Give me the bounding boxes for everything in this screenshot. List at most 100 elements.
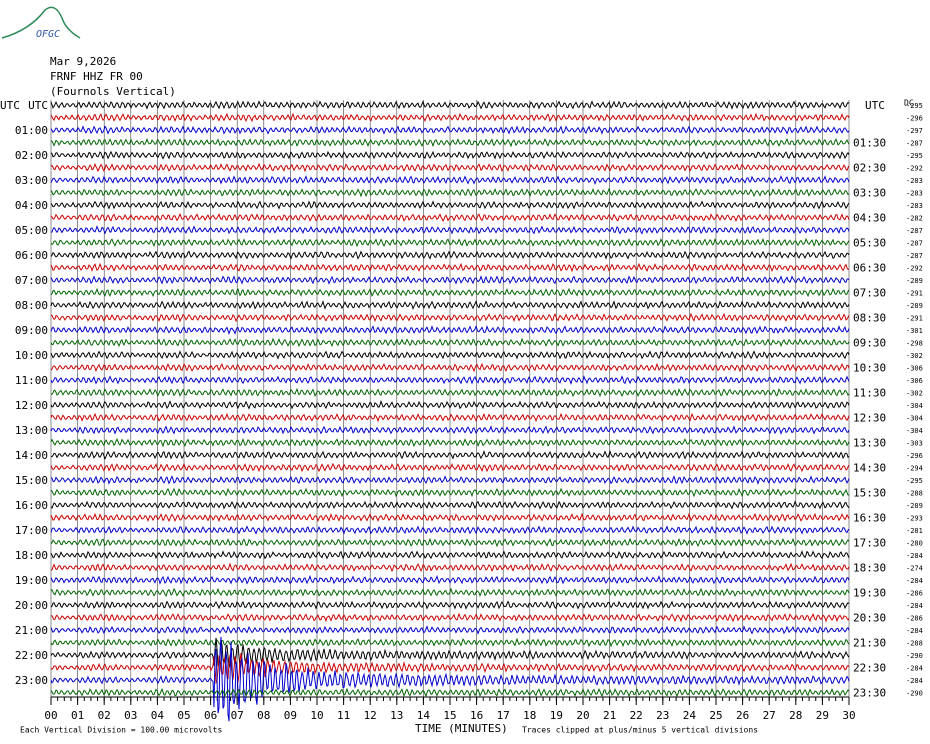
trace <box>50 600 850 610</box>
right-time-label: 07:30 <box>853 287 886 300</box>
dc-offset: -304 <box>906 415 923 423</box>
dc-offset: -289 <box>906 277 923 285</box>
dc-offset: -288 <box>906 640 923 648</box>
dc-offset: -286 <box>906 590 923 598</box>
right-time-label: 15:30 <box>853 487 886 500</box>
trace <box>51 387 850 398</box>
dc-offset: -287 <box>906 240 923 248</box>
x-tick-label: 30 <box>842 709 855 722</box>
footer-right: Traces clipped at plus/minus 5 vertical … <box>522 726 758 735</box>
dc-offset: -291 <box>906 290 923 298</box>
dc-offset: -287 <box>906 252 923 260</box>
right-time-label: 16:30 <box>853 512 886 525</box>
x-tick-label: 29 <box>816 709 829 722</box>
x-tick-label: 24 <box>683 709 697 722</box>
dc-offset: -303 <box>906 440 923 448</box>
right-time-label: 01:30 <box>853 137 886 150</box>
trace <box>50 200 850 210</box>
trace <box>50 412 850 423</box>
chart-title: Mar 9,2026 <box>50 55 116 68</box>
x-tick-label: 22 <box>630 709 643 722</box>
left-time-label: 01:00 <box>15 124 48 137</box>
logo-text: OFGC <box>36 29 60 40</box>
x-tick-label: 10 <box>310 709 323 722</box>
dc-offset: -290 <box>906 690 923 698</box>
x-tick-label: 27 <box>763 709 776 722</box>
x-axis-label: TIME (MINUTES) <box>415 722 508 735</box>
x-tick-label: 08 <box>257 709 270 722</box>
x-tick-label: 09 <box>284 709 297 722</box>
x-tick-label: 28 <box>789 709 802 722</box>
trace <box>50 512 850 523</box>
left-time-label: 22:00 <box>15 649 48 662</box>
dc-offset: -306 <box>906 377 923 385</box>
right-time-label: 03:30 <box>853 187 886 200</box>
dc-offset: -291 <box>906 315 923 323</box>
dc-offset: -306 <box>906 365 923 373</box>
trace <box>51 449 850 460</box>
dc-offset: -292 <box>906 265 923 273</box>
x-tick-label: 19 <box>550 709 563 722</box>
left-time-label: 07:00 <box>15 274 48 287</box>
left-time-label: 04:00 <box>15 199 48 212</box>
x-tick-label: 20 <box>576 709 589 722</box>
x-tick-label: 26 <box>736 709 749 722</box>
x-tick-label: 23 <box>656 709 669 722</box>
dc-offset: -296 <box>906 115 923 123</box>
x-tick-label: 04 <box>151 709 165 722</box>
dc-offset: -280 <box>906 540 923 548</box>
dc-offset: -286 <box>906 615 923 623</box>
right-time-label: 17:30 <box>853 537 886 550</box>
x-tick-label: 14 <box>417 709 431 722</box>
left-time-label: 12:00 <box>15 399 48 412</box>
right-time-label: 23:30 <box>853 687 886 700</box>
left-time-label: 16:00 <box>15 499 48 512</box>
dc-offset: -302 <box>906 352 923 360</box>
right-time-label: 12:30 <box>853 412 886 425</box>
dc-offset: -294 <box>906 465 923 473</box>
x-tick-label: 12 <box>364 709 377 722</box>
dc-offset: -284 <box>906 602 923 610</box>
dc-offset: -287 <box>906 140 923 148</box>
dc-offset: -289 <box>906 302 923 310</box>
trace <box>50 225 850 235</box>
x-tick-label: 06 <box>204 709 217 722</box>
left-time-label: 13:00 <box>15 424 48 437</box>
trace <box>50 624 850 635</box>
left-time-label: 06:00 <box>15 249 48 262</box>
trace <box>50 250 850 260</box>
x-tick-label: 15 <box>443 709 456 722</box>
x-tick-label: 25 <box>709 709 722 722</box>
left-time-label: 23:00 <box>15 674 48 687</box>
dc-offset: -292 <box>906 165 923 173</box>
right-time-label: 08:30 <box>853 312 886 325</box>
dc-offset: -284 <box>906 577 923 585</box>
right-time-label: 10:30 <box>853 362 886 375</box>
right-time-label: 19:30 <box>853 587 886 600</box>
x-tick-label: 11 <box>337 709 350 722</box>
trace <box>50 237 850 248</box>
dc-offset: -298 <box>906 340 923 348</box>
dc-offset: -288 <box>906 490 923 498</box>
trace <box>50 137 850 148</box>
right-time-label: 14:30 <box>853 462 886 475</box>
footer-left: Each Vertical Division = 100.00 microvol… <box>20 726 222 735</box>
dc-offset: -295 <box>906 102 923 110</box>
dc-offset: -284 <box>906 665 923 673</box>
trace <box>50 287 850 298</box>
right-time-label: 22:30 <box>853 662 886 675</box>
dc-offset: -290 <box>906 652 923 660</box>
dc-offset: -301 <box>906 327 923 335</box>
trace <box>50 525 850 535</box>
dc-offset: -284 <box>906 677 923 685</box>
trace <box>50 262 850 273</box>
left-time-label: 09:00 <box>15 324 48 337</box>
left-time-label: 14:00 <box>15 449 48 462</box>
trace <box>50 175 850 185</box>
dc-offset: -284 <box>906 552 923 560</box>
dc-offset: -282 <box>906 215 923 223</box>
x-tick-label: 05 <box>177 709 190 722</box>
left-time-label: 21:00 <box>15 624 48 637</box>
dc-offset: -274 <box>906 565 923 573</box>
